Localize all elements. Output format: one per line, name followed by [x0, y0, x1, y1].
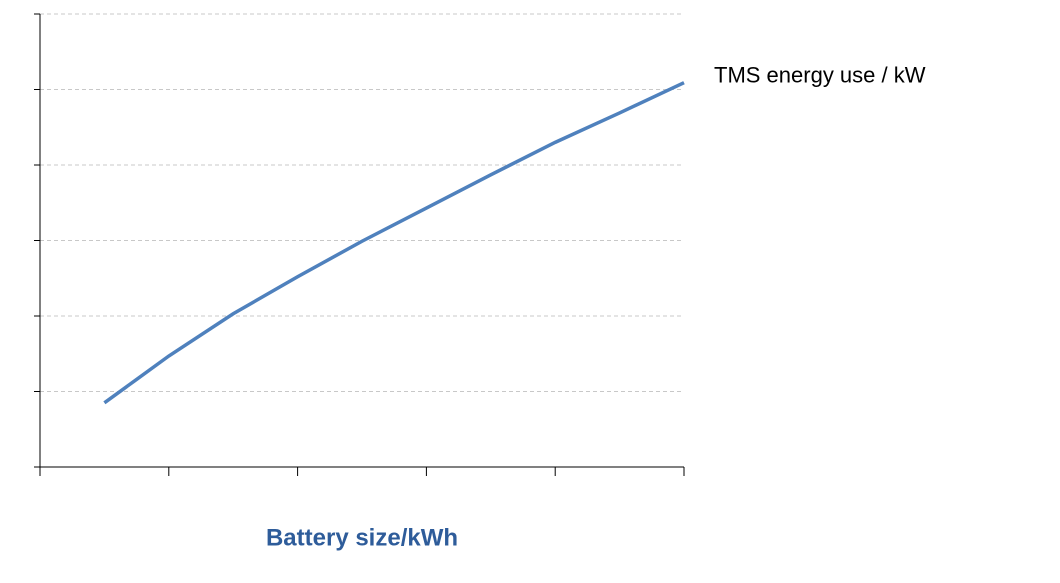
series-line: [103, 81, 685, 405]
series-label: TMS energy use / kW: [714, 63, 926, 88]
x-axis-label: Battery size/kWh: [266, 524, 458, 551]
